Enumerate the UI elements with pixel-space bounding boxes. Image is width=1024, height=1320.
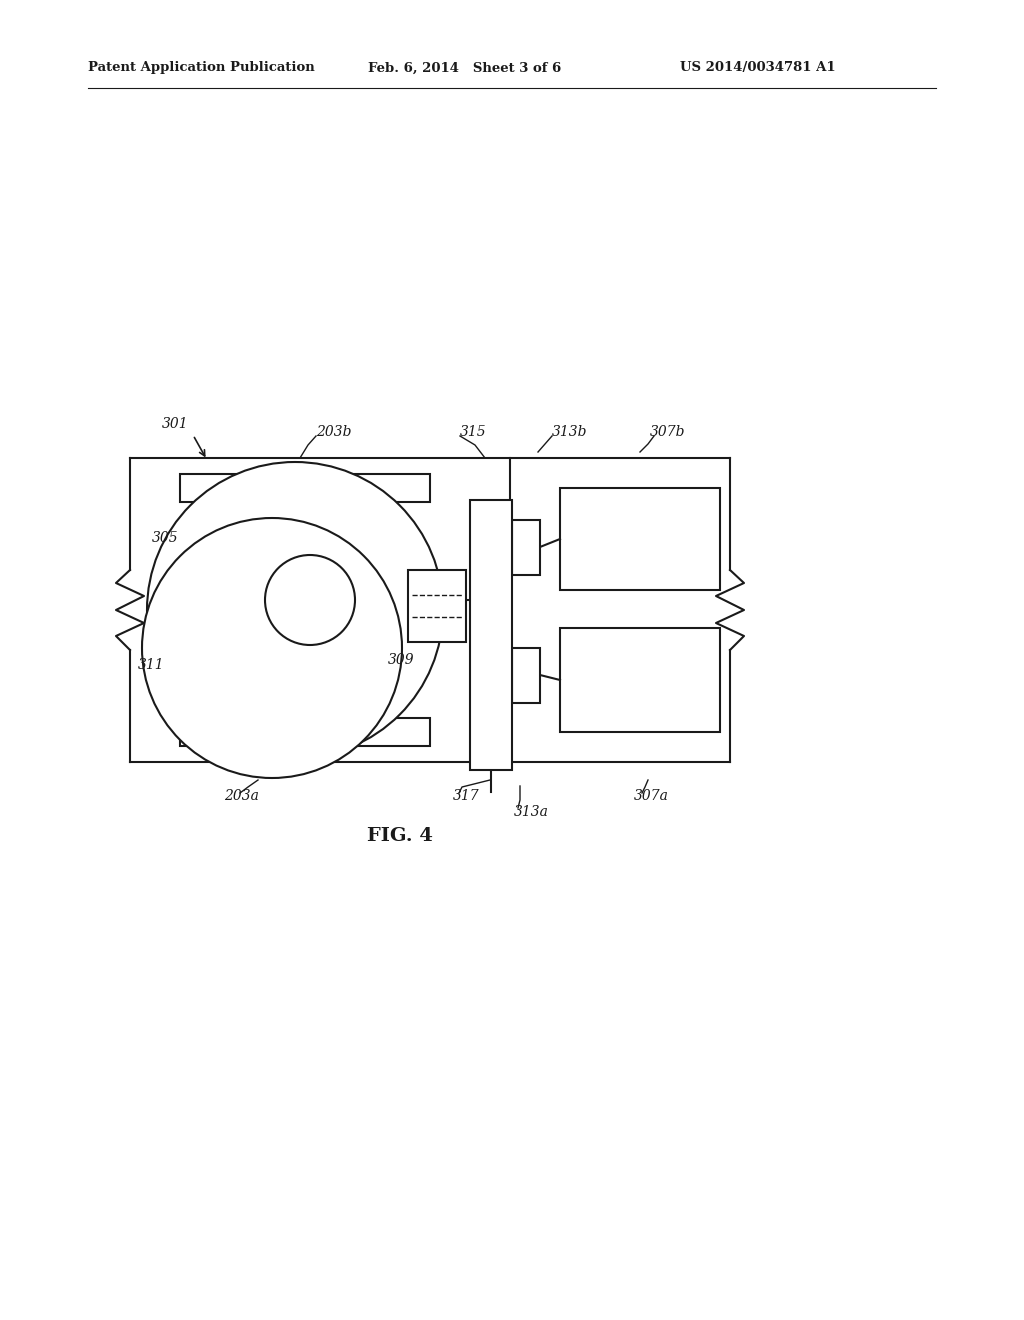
Bar <box>512 520 540 576</box>
Text: US 2014/0034781 A1: US 2014/0034781 A1 <box>680 62 836 74</box>
Text: FIG. 4: FIG. 4 <box>367 828 433 845</box>
Text: 311: 311 <box>138 657 165 672</box>
Bar <box>408 570 466 642</box>
Text: 307b: 307b <box>650 425 685 440</box>
Bar <box>180 718 430 746</box>
Text: Feb. 6, 2014   Sheet 3 of 6: Feb. 6, 2014 Sheet 3 of 6 <box>368 62 561 74</box>
Text: Patent Application Publication: Patent Application Publication <box>88 62 314 74</box>
Bar <box>180 474 430 502</box>
Text: 313b: 313b <box>552 425 588 440</box>
Bar <box>560 488 720 590</box>
Ellipse shape <box>147 462 443 758</box>
Bar <box>470 500 512 770</box>
Text: 305: 305 <box>152 531 178 545</box>
Text: 301: 301 <box>162 417 188 432</box>
Text: 307a: 307a <box>634 789 669 803</box>
Text: 317: 317 <box>453 789 479 803</box>
Text: 315: 315 <box>460 425 486 440</box>
Text: 309: 309 <box>388 653 415 667</box>
Text: 313a: 313a <box>514 805 549 818</box>
Bar <box>560 628 720 733</box>
Ellipse shape <box>265 554 355 645</box>
Text: 203b: 203b <box>316 425 351 440</box>
Ellipse shape <box>142 517 402 777</box>
Text: 203a: 203a <box>224 789 259 803</box>
Bar <box>512 648 540 704</box>
